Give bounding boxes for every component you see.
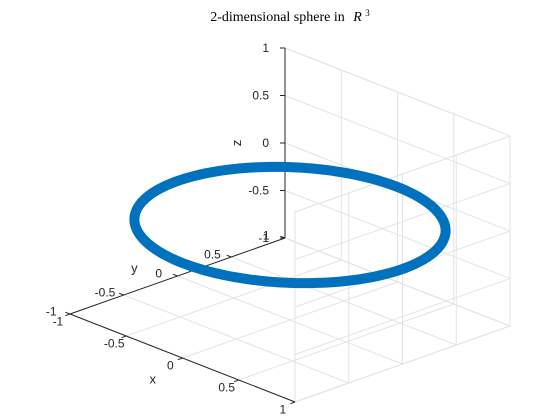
y-tick-0: [65, 311, 71, 315]
chart-title-text: 2-dimensional sphere in: [210, 10, 345, 25]
grid-wall-xz-h-0: [284, 237, 511, 327]
z-axis-label: z: [229, 140, 244, 147]
y-tick-1: [118, 292, 124, 296]
grid-floor-y-1: [123, 294, 349, 384]
grid-floor-y-3: [231, 256, 457, 346]
y-tick-2: [172, 273, 178, 277]
chart-title-superscript: 3: [365, 8, 370, 18]
y-tick-label-4: 1: [263, 228, 270, 242]
z-tick-label-3: 0.5: [252, 89, 269, 103]
x-tick-4: [290, 401, 296, 405]
y-tick-label-3: 0.5: [204, 247, 221, 261]
x-axis-label: x: [150, 371, 157, 386]
grid-wall-xz-h-1: [284, 190, 511, 279]
x-tick-label-4: 1: [280, 402, 287, 416]
x-tick-label-0: -1: [53, 314, 64, 328]
x-tick-2: [177, 357, 183, 361]
series-curve-0: [129, 161, 451, 289]
x-tick-label-2: 0: [167, 358, 174, 372]
y-tick-label-0: -1: [46, 304, 57, 318]
y-axis-label: y: [131, 261, 138, 276]
z-tick-label-4: 1: [262, 41, 269, 55]
grid-floor-y-2: [177, 275, 403, 365]
z-tick-label-2: 0: [262, 136, 269, 150]
y-tick-3: [226, 254, 232, 258]
x-tick-0: [65, 313, 71, 317]
grid-wall-yz-h-1: [294, 278, 511, 355]
chart-title-math: R: [352, 10, 362, 25]
y-tick-label-2: 0: [155, 266, 162, 280]
data-layer: [129, 161, 451, 289]
y-tick-label-1: -0.5: [95, 285, 116, 299]
x-tick-label-3: 0.5: [218, 380, 235, 394]
grid-wall-yz-h-0: [294, 325, 511, 403]
x-tick-3: [233, 379, 239, 383]
grid-wall-yz-h-4: [294, 135, 511, 213]
z-tick-label-1: -0.5: [248, 184, 269, 198]
grid-wall-yz-h-3: [294, 183, 511, 260]
x-tick-label-1: -0.5: [104, 336, 125, 350]
tick-marks: [65, 47, 296, 405]
grid-wall-xz-h-3: [284, 95, 511, 184]
z-tick-label-0: -1: [258, 231, 269, 245]
x-tick-1: [121, 335, 127, 339]
grid-wall-xz-h-4: [284, 47, 511, 137]
chart-title: 2-dimensional sphere in R 3: [210, 8, 370, 25]
